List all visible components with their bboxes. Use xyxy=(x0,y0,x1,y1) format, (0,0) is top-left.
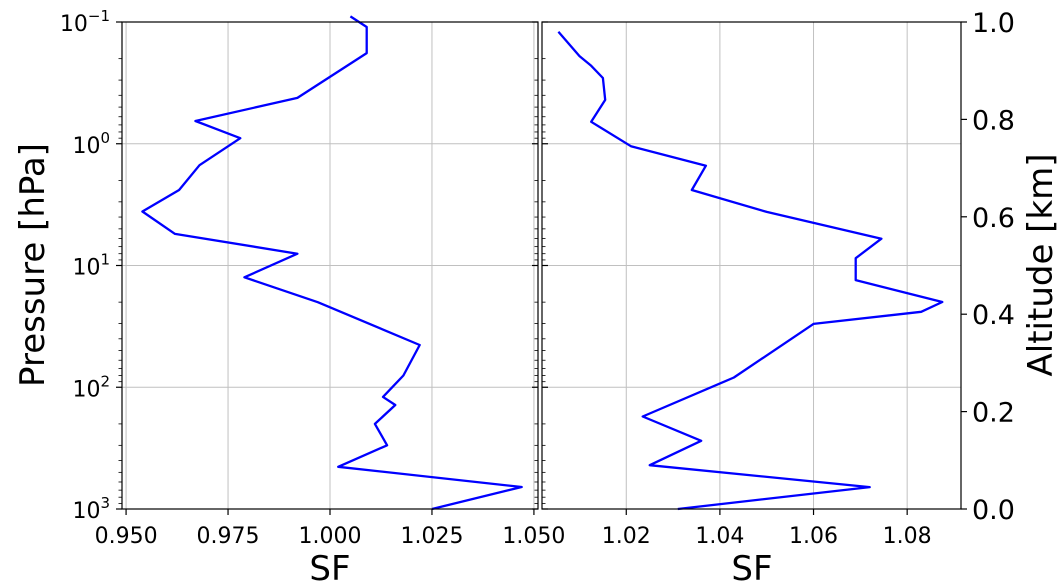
pressure-panel: 0.950 0.975 1.000 1.025 1.050 10310210110010… xyxy=(13,7,565,585)
right-y-tick-label: 0.0 xyxy=(972,495,1015,526)
right-y-tick-label: 0.2 xyxy=(972,398,1015,429)
right-x-tick-label: 1.02 xyxy=(602,524,651,549)
right-sf-line xyxy=(557,30,944,511)
right-y-axis-title: Altitude [km] xyxy=(1021,153,1061,376)
right-x-tick-label: 1.06 xyxy=(789,524,838,549)
right-x-axis-title: SF xyxy=(731,549,772,585)
left-x-tick-label: 1.025 xyxy=(400,524,463,549)
left-y-tick-label: 100 xyxy=(72,129,110,159)
left-x-tick-label: 0.950 xyxy=(95,524,158,549)
right-y-tick-label: 0.6 xyxy=(972,203,1015,234)
right-x-tick-label: 1.04 xyxy=(695,524,744,549)
right-y-tick-label: 0.4 xyxy=(972,300,1015,331)
right-ticks xyxy=(542,21,967,515)
left-y-tick-label: 10−1 xyxy=(60,7,110,37)
altitude-panel: 1.02 1.04 1.06 1.08 0.0 0.2 0.4 0.6 0.8 1.0 SF A… xyxy=(541,8,1061,585)
left-ticks xyxy=(116,21,538,515)
right-x-tick-labels: 1.02 1.04 1.06 1.08 xyxy=(602,524,932,549)
left-y-tick-label: 101 xyxy=(72,251,110,281)
left-x-axis-title: SF xyxy=(309,549,350,585)
left-minor-ticks xyxy=(118,58,538,504)
left-x-tick-label: 0.975 xyxy=(197,524,260,549)
right-x-tick-label: 1.08 xyxy=(883,524,932,549)
left-x-tick-labels: 0.950 0.975 1.000 1.025 1.050 xyxy=(95,524,566,549)
left-y-tick-labels: 103 102 101 100 10−1 xyxy=(60,7,110,524)
left-sf-line xyxy=(141,15,523,511)
left-y-tick-label: 102 xyxy=(72,372,110,402)
left-y-tick-label: 103 xyxy=(72,494,110,524)
right-y-tick-label: 0.8 xyxy=(972,105,1015,136)
right-y-tick-labels: 0.0 0.2 0.4 0.6 0.8 1.0 xyxy=(972,8,1015,526)
left-x-tick-label: 1.050 xyxy=(502,524,565,549)
left-y-axis-title: Pressure [hPa] xyxy=(13,143,53,387)
left-x-tick-label: 1.000 xyxy=(299,524,362,549)
right-y-tick-label: 1.0 xyxy=(972,8,1015,39)
